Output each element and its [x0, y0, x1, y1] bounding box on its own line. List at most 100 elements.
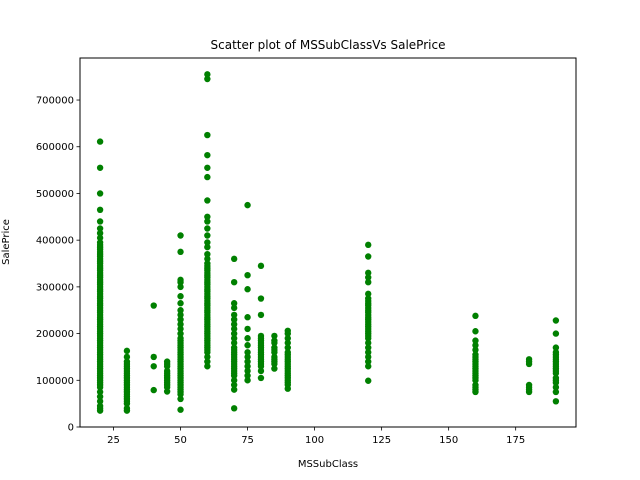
- data-point-14-17: [552, 330, 560, 337]
- data-point-0-72: [96, 218, 104, 225]
- chart-title: Scatter plot of MSSubClassVs SalePrice: [211, 38, 446, 52]
- data-point-12-3: [472, 381, 479, 389]
- data-point-5-46: [204, 232, 211, 239]
- y-tick-label-1: 100000: [36, 376, 74, 387]
- data-point-8-18: [257, 262, 265, 270]
- data-point-8-1: [257, 367, 265, 375]
- data-point-4-38: [177, 248, 184, 256]
- data-point-14-1: [552, 388, 560, 396]
- data-point-9-7: [271, 344, 278, 351]
- data-point-10-18: [284, 335, 291, 342]
- data-point-4-35: [177, 283, 184, 291]
- data-point-7-4: [244, 358, 251, 365]
- data-point-6-26: [230, 279, 238, 286]
- data-point-5-43: [204, 250, 211, 258]
- data-point-7-2: [244, 367, 251, 375]
- data-point-5-45: [204, 239, 211, 246]
- data-point-12-16: [472, 346, 479, 354]
- data-point-11-24: [365, 295, 372, 302]
- data-point-5-56: [204, 71, 211, 78]
- data-point-5-55: [204, 75, 211, 83]
- data-point-8-0: [257, 374, 265, 382]
- data-point-4-34: [177, 293, 184, 300]
- data-point-2-2: [150, 353, 157, 361]
- y-tick-label-0: 0: [68, 423, 74, 434]
- data-point-1-21: [123, 353, 131, 361]
- x-axis-label: MSSubClass: [298, 459, 358, 470]
- x-tick-label-2: 75: [241, 435, 254, 446]
- data-point-5-47: [204, 225, 211, 232]
- data-point-0-70: [96, 229, 104, 237]
- data-point-3-8: [163, 367, 171, 375]
- data-point-0-73: [96, 206, 104, 213]
- data-point-4-28: [177, 325, 184, 333]
- data-point-4-26: [177, 335, 184, 342]
- data-point-6-3: [230, 377, 238, 384]
- data-point-0-69: [96, 234, 104, 242]
- data-point-14-2: [552, 384, 560, 391]
- data-point-11-5: [365, 344, 372, 351]
- data-point-6-2: [230, 381, 238, 389]
- data-point-14-15: [552, 349, 560, 356]
- data-point-11-4: [365, 349, 372, 356]
- x-tick-label-0: 25: [107, 435, 120, 446]
- data-point-6-1: [230, 386, 238, 393]
- data-point-6-0: [230, 405, 238, 412]
- data-point-6-20: [230, 325, 238, 333]
- data-point-12-18: [472, 337, 479, 344]
- data-point-13-6: [525, 356, 533, 363]
- data-point-2-1: [150, 363, 157, 370]
- data-point-9-0: [271, 365, 278, 372]
- data-point-4-30: [177, 316, 184, 323]
- data-point-4-0: [177, 406, 184, 413]
- data-point-9-10: [271, 332, 278, 340]
- data-point-6-23: [230, 311, 238, 319]
- y-axis-ticks: 0 100000 200000 300000 400000 500000 600000 700…: [36, 96, 80, 434]
- data-point-2-3: [150, 302, 157, 309]
- data-point-5-48: [204, 218, 211, 225]
- data-point-5-54: [204, 131, 211, 139]
- data-points: [96, 71, 560, 414]
- data-point-5-51: [204, 173, 211, 181]
- data-point-14-0: [552, 398, 560, 405]
- y-tick-label-4: 400000: [36, 236, 74, 247]
- data-point-5-50: [204, 197, 211, 204]
- data-point-7-8: [244, 335, 251, 342]
- x-tick-label-4: 125: [372, 435, 391, 446]
- data-point-1-20: [123, 358, 131, 365]
- data-point-12-20: [472, 312, 479, 320]
- data-point-11-3: [365, 353, 372, 361]
- data-point-0-4: [96, 393, 104, 400]
- data-point-7-9: [244, 325, 251, 333]
- data-point-7-6: [244, 349, 251, 356]
- data-point-6-21: [230, 321, 238, 328]
- data-point-10-15: [284, 349, 291, 356]
- data-point-11-25: [365, 290, 372, 298]
- plot-area-frame: [79, 57, 577, 428]
- data-point-6-16: [230, 344, 238, 351]
- data-point-4-39: [177, 232, 184, 239]
- data-point-11-29: [365, 253, 372, 260]
- data-point-4-1: [177, 395, 184, 403]
- data-point-13-3: [525, 381, 533, 389]
- data-point-8-16: [257, 311, 265, 319]
- data-point-4-32: [177, 307, 184, 314]
- data-point-7-7: [244, 342, 251, 349]
- data-point-5-41: [204, 260, 211, 267]
- data-point-6-24: [230, 304, 238, 312]
- data-point-4-33: [177, 300, 184, 307]
- data-point-5-53: [204, 151, 211, 159]
- data-point-11-6: [365, 339, 372, 347]
- data-point-6-27: [230, 255, 238, 263]
- y-tick-label-6: 600000: [36, 142, 74, 153]
- data-point-4-29: [177, 321, 184, 328]
- data-point-6-17: [230, 339, 238, 347]
- data-point-7-0: [244, 377, 251, 384]
- data-point-0-74: [96, 190, 104, 197]
- data-point-11-2: [365, 358, 372, 365]
- data-point-5-52: [204, 164, 211, 171]
- data-point-6-19: [230, 330, 238, 337]
- data-point-7-3: [244, 363, 251, 370]
- data-point-14-5: [552, 374, 560, 382]
